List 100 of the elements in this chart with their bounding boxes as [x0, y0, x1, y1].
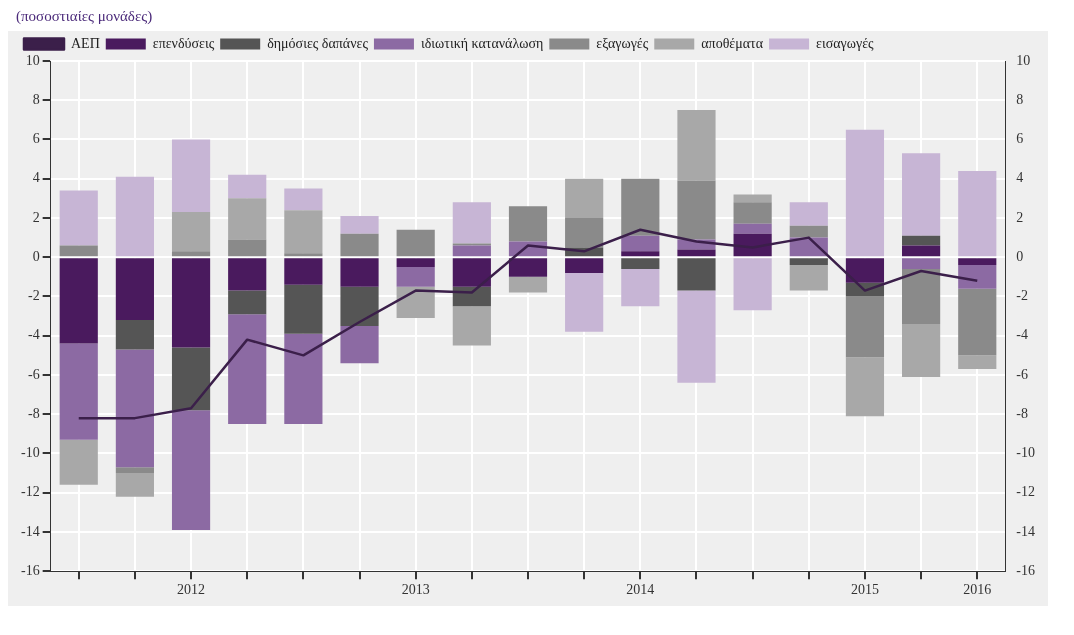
- bar: [621, 269, 660, 307]
- x-tick-label: 2013: [401, 582, 430, 598]
- bar: [452, 245, 491, 257]
- bar: [171, 258, 211, 348]
- legend-label: επενδύσεις: [152, 35, 215, 51]
- y2-tick-label: -10: [1016, 445, 1036, 461]
- y2-tick-label: -8: [1016, 405, 1029, 421]
- bar: [733, 223, 772, 234]
- bar: [565, 272, 604, 332]
- legend-label: εισαγωγές: [816, 35, 875, 51]
- y2-tick-label: 8: [1016, 91, 1024, 107]
- legend-label: εξαγωγές: [596, 35, 649, 51]
- bar: [396, 286, 435, 319]
- bar: [733, 194, 772, 203]
- bar: [228, 258, 267, 291]
- bar: [171, 139, 211, 213]
- bar: [677, 290, 716, 383]
- y2-tick-label: 10: [1016, 52, 1031, 68]
- y2-tick-label: -16: [1016, 562, 1036, 578]
- y2-tick-label: 0: [1016, 248, 1024, 264]
- bar: [115, 320, 154, 350]
- bar: [508, 206, 548, 242]
- bar: [340, 216, 379, 234]
- bar: [958, 288, 997, 356]
- bar: [845, 357, 885, 417]
- y2-tick-label: -2: [1016, 288, 1029, 304]
- bar: [228, 290, 267, 315]
- bar: [228, 314, 267, 425]
- bar: [171, 212, 211, 252]
- bar: [621, 178, 660, 236]
- y-tick-label: 2: [32, 209, 40, 225]
- bar: [284, 284, 323, 334]
- bar: [677, 258, 716, 291]
- bar: [902, 258, 941, 270]
- y2-tick-label: 4: [1016, 170, 1024, 186]
- y-tick-label: 8: [32, 91, 40, 107]
- bar: [115, 349, 154, 468]
- bar: [845, 129, 885, 257]
- bar: [789, 258, 828, 266]
- bar: [902, 245, 941, 257]
- bar: [59, 245, 98, 257]
- bar: [228, 174, 267, 199]
- bar: [396, 267, 435, 287]
- bar: [452, 202, 491, 244]
- legend-label: δημόσιες δαπάνες: [267, 35, 369, 51]
- y-tick-label: 4: [32, 170, 40, 186]
- bar: [902, 323, 941, 377]
- bar: [845, 258, 885, 283]
- bar: [59, 190, 98, 246]
- bar: [508, 276, 548, 293]
- y-tick-label: -8: [27, 405, 40, 421]
- y2-tick-label: 2: [1016, 209, 1024, 225]
- y2-tick-label: -14: [1016, 523, 1036, 539]
- y-tick-label: 0: [32, 248, 40, 264]
- bar: [621, 235, 660, 252]
- bar: [115, 467, 154, 474]
- chart-subtitle: (ποσοστιαίες μονάδες): [16, 8, 154, 25]
- y2-tick-label: -12: [1016, 484, 1036, 500]
- bar: [845, 296, 885, 358]
- y-tick-label: -10: [20, 445, 40, 461]
- bar: [396, 258, 435, 268]
- bar: [171, 347, 211, 411]
- bar: [958, 355, 997, 370]
- y2-tick-label: 6: [1016, 131, 1024, 147]
- y-tick-label: -2: [27, 288, 40, 304]
- y-tick-label: -14: [20, 523, 40, 539]
- bar: [284, 258, 323, 285]
- bar: [958, 265, 997, 289]
- bar: [340, 233, 379, 257]
- y-tick-label: -12: [20, 484, 40, 500]
- x-tick-label: 2015: [850, 582, 879, 598]
- y2-tick-label: -4: [1016, 327, 1029, 343]
- bar: [452, 258, 491, 287]
- x-tick-label: 2012: [177, 582, 206, 598]
- y-tick-label: -16: [20, 562, 40, 578]
- bar: [677, 180, 716, 240]
- x-tick-label: 2014: [626, 582, 655, 598]
- bar: [902, 153, 941, 236]
- bar: [565, 217, 604, 248]
- y-tick-label: -4: [27, 327, 40, 343]
- bar: [284, 210, 323, 254]
- bar: [902, 235, 941, 246]
- bar: [565, 258, 604, 273]
- bar: [115, 473, 154, 497]
- bar: [902, 269, 941, 324]
- bar: [789, 225, 828, 238]
- bar: [171, 251, 211, 257]
- bar: [621, 258, 660, 270]
- y2-tick-label: -6: [1016, 366, 1029, 382]
- bar: [958, 258, 997, 266]
- bar: [789, 265, 828, 291]
- bar: [677, 249, 716, 257]
- bar: [284, 253, 323, 257]
- bar: [677, 110, 716, 181]
- bar: [228, 198, 267, 240]
- bar: [171, 410, 211, 530]
- bar: [59, 439, 98, 485]
- legend-label: ΑΕΠ: [71, 35, 100, 51]
- bar: [565, 178, 604, 218]
- legend-label: ιδιωτική κατανάλωση: [420, 35, 544, 51]
